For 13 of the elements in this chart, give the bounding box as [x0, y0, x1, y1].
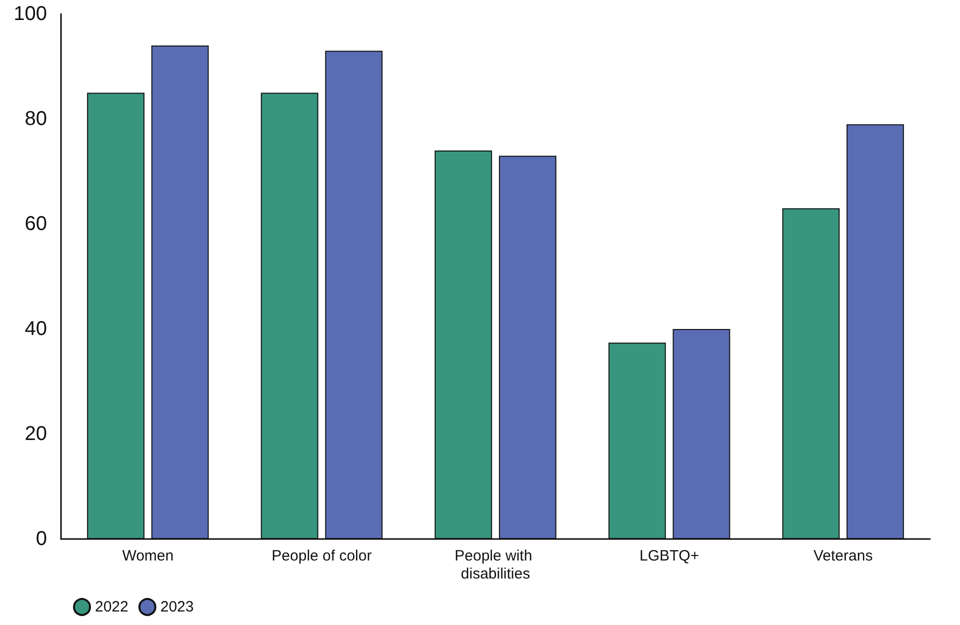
y-tick-label: 20	[24, 423, 47, 445]
y-tick-label: 0	[36, 528, 47, 550]
x-tick-label: People of color	[272, 548, 372, 564]
y-tick-label: 100	[14, 3, 47, 25]
y-tick-label: 60	[24, 213, 47, 235]
y-tick-label: 80	[24, 108, 47, 130]
y-tick-label: 40	[24, 318, 47, 340]
x-tick-label: LGBTQ+	[639, 548, 700, 564]
legend-label: 2023	[160, 598, 194, 616]
x-tick-label: Veterans	[813, 548, 873, 564]
x-tick-label: Women	[122, 548, 174, 564]
legend-label: 2022	[95, 598, 128, 616]
x-tick-label: People with disabilities	[454, 548, 536, 582]
